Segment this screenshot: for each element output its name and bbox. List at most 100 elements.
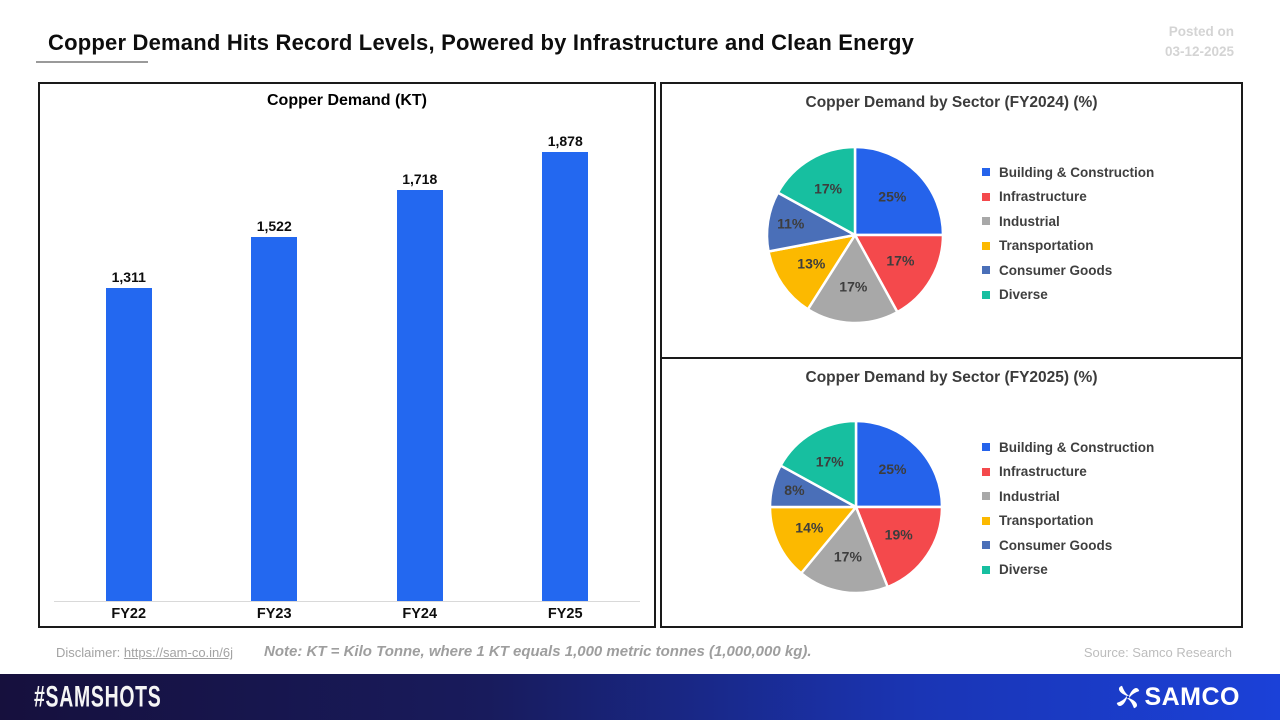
pie-fy2024-title: Copper Demand by Sector (FY2024) (%) <box>805 94 1098 111</box>
pie-slice-label: 8% <box>784 482 805 498</box>
legend-item-industrial: Industrial <box>982 209 1154 234</box>
legend-item-transportation: Transportation <box>982 509 1154 534</box>
samshots-hashtag: #SAMSHOTS <box>34 680 162 713</box>
legend-label: Diverse <box>999 287 1048 303</box>
legend-marker-icon <box>982 192 990 201</box>
bar-value-label: 1,522 <box>256 218 292 234</box>
pie-slice-building-construction <box>854 419 944 509</box>
legend-item-transportation: Transportation <box>982 234 1154 259</box>
legend-item-diverse: Diverse <box>982 283 1154 308</box>
disclaimer-label: Disclaimer: <box>56 645 121 660</box>
legend-item-consumer-goods: Consumer Goods <box>982 533 1154 558</box>
pie-slice-transportation <box>767 233 857 311</box>
pie-slice-infrastructure <box>853 233 945 314</box>
pie-slice-label: 14% <box>795 520 824 536</box>
legend-marker-icon <box>982 492 990 501</box>
bar-column-fy22: 1,311 <box>56 134 202 601</box>
legend-item-building-construction: Building & Construction <box>982 160 1154 185</box>
pie-slice-label: 17% <box>886 253 915 269</box>
bar-value-label: 1,878 <box>547 133 583 149</box>
bar-fy25 <box>542 152 589 601</box>
pie-slice-industrial <box>799 505 889 595</box>
legend-marker-icon <box>982 290 990 299</box>
source-credit: Source: Samco Research <box>1083 645 1232 660</box>
page-title: Copper Demand Hits Record Levels, Powere… <box>48 30 915 55</box>
legend-item-industrial: Industrial <box>982 484 1154 509</box>
pie-fy2025-panel: Copper Demand by Sector (FY2025) (%) 25%… <box>660 357 1243 628</box>
bar-column-fy25: 1,878 <box>493 134 639 601</box>
x-tick-fy22: FY22 <box>111 606 147 622</box>
pie-slice-label: 19% <box>885 527 914 543</box>
title-underline <box>36 61 148 63</box>
pie-slice-label: 17% <box>814 180 843 196</box>
bar-chart-title: Copper Demand (KT) <box>267 92 427 109</box>
legend-marker-icon <box>982 168 990 177</box>
bar-fy23 <box>251 237 298 601</box>
legend-label: Industrial <box>999 213 1060 229</box>
posted-on-date: 03-12-2025 <box>1164 44 1234 59</box>
legend-marker-icon <box>982 565 990 574</box>
pie-fy2025-title: Copper Demand by Sector (FY2025) (%) <box>805 369 1098 386</box>
legend-item-consumer-goods: Consumer Goods <box>982 258 1154 283</box>
pie-slice-label: 11% <box>777 216 805 232</box>
legend-item-infrastructure: Infrastructure <box>982 460 1154 485</box>
legend-item-diverse: Diverse <box>982 558 1154 583</box>
legend-label: Transportation <box>999 238 1094 254</box>
x-tick-fy24: FY24 <box>402 606 438 622</box>
pie-slice-infrastructure <box>854 505 944 589</box>
pie-slice-label: 17% <box>839 279 868 295</box>
legend-label: Building & Construction <box>999 439 1155 455</box>
pie-slice-transportation <box>768 505 858 575</box>
legend-marker-icon <box>982 217 990 226</box>
bar-chart-panel: Copper Demand (KT) 1,311 1,522 1,718 1,878 … <box>38 82 656 628</box>
pie-slice-building-construction <box>853 145 945 237</box>
legend-label: Consumer Goods <box>999 262 1113 278</box>
disclaimer: Disclaimer: https://sam-co.in/6j <box>56 645 233 660</box>
bar-column-fy24: 1,718 <box>347 134 493 601</box>
x-axis-labels: FY22 FY23 FY24 FY25 <box>56 606 638 628</box>
bar-value-label: 1,311 <box>111 269 146 285</box>
pie-fy2024-legend: Building & Construction Infrastructure Ind… <box>982 160 1154 307</box>
legend-marker-icon <box>982 541 990 550</box>
pie-slice-label: 17% <box>816 453 845 469</box>
x-tick-fy25: FY25 <box>547 606 583 622</box>
pie-fy2024-panel: Copper Demand by Sector (FY2024) (%) 25%… <box>660 82 1243 359</box>
pie-fy2024-chart: 25% 17% 17% 13% 11% 17% <box>765 145 945 325</box>
posted-on: Posted on 03-12-2025 <box>1165 22 1234 62</box>
bar-fy22 <box>105 288 152 601</box>
legend-item-infrastructure: Infrastructure <box>982 185 1154 210</box>
legend-label: Building & Construction <box>999 164 1155 180</box>
x-tick-fy23: FY23 <box>256 606 292 622</box>
legend-marker-icon <box>982 241 990 250</box>
pie-slice-industrial <box>806 233 899 325</box>
kt-note: Note: KT = Kilo Tonne, where 1 KT equals… <box>264 643 812 660</box>
bar-fy24 <box>396 190 443 601</box>
legend-marker-icon <box>982 467 990 476</box>
legend-label: Consumer Goods <box>999 537 1113 553</box>
posted-on-label: Posted on <box>1168 24 1234 39</box>
samco-pinwheel-icon <box>1117 685 1140 709</box>
x-axis-line <box>54 601 640 602</box>
pie-slice-diverse <box>776 145 857 237</box>
legend-label: Transportation <box>999 513 1094 529</box>
pie-slice-diverse <box>779 419 858 509</box>
pie-fy2025-chart: 25% 19% 17% 14% 8% 17% <box>768 419 944 595</box>
legend-label: Infrastructure <box>999 464 1087 480</box>
bar-column-fy23: 1,522 <box>202 134 348 601</box>
samco-wordmark: SAMCO <box>1144 682 1240 711</box>
pie-slice-label: 13% <box>797 255 826 271</box>
pie-slice-label: 25% <box>878 188 907 204</box>
samco-logo: SAMCO <box>1116 683 1240 712</box>
legend-marker-icon <box>982 516 990 525</box>
bar-plot-area: 1,311 1,522 1,718 1,878 <box>56 134 638 601</box>
pie-slice-label: 17% <box>834 549 863 565</box>
legend-label: Diverse <box>999 562 1048 578</box>
legend-label: Infrastructure <box>999 189 1087 205</box>
footer-bar: #SAMSHOTS SAMCO <box>0 674 1280 720</box>
legend-marker-icon <box>982 443 990 452</box>
pie-fy2025-legend: Building & Construction Infrastructure Ind… <box>982 435 1154 582</box>
legend-item-building-construction: Building & Construction <box>982 435 1154 460</box>
legend-marker-icon <box>982 266 990 275</box>
disclaimer-link[interactable]: https://sam-co.in/6j <box>123 645 234 660</box>
